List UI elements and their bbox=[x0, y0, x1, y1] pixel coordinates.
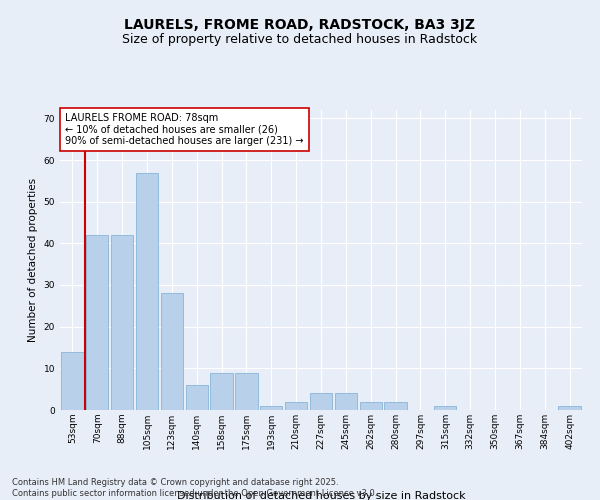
Bar bbox=[111, 235, 133, 410]
X-axis label: Distribution of detached houses by size in Radstock: Distribution of detached houses by size … bbox=[176, 491, 466, 500]
Bar bbox=[136, 172, 158, 410]
Bar bbox=[161, 294, 183, 410]
Bar bbox=[260, 406, 283, 410]
Bar bbox=[285, 402, 307, 410]
Bar bbox=[211, 372, 233, 410]
Bar bbox=[86, 235, 109, 410]
Bar bbox=[310, 394, 332, 410]
Bar bbox=[559, 406, 581, 410]
Text: Size of property relative to detached houses in Radstock: Size of property relative to detached ho… bbox=[122, 32, 478, 46]
Text: LAURELS FROME ROAD: 78sqm
← 10% of detached houses are smaller (26)
90% of semi-: LAURELS FROME ROAD: 78sqm ← 10% of detac… bbox=[65, 113, 304, 146]
Bar bbox=[235, 372, 257, 410]
Bar bbox=[61, 352, 83, 410]
Y-axis label: Number of detached properties: Number of detached properties bbox=[28, 178, 38, 342]
Bar bbox=[385, 402, 407, 410]
Text: LAURELS, FROME ROAD, RADSTOCK, BA3 3JZ: LAURELS, FROME ROAD, RADSTOCK, BA3 3JZ bbox=[125, 18, 476, 32]
Bar bbox=[185, 385, 208, 410]
Bar bbox=[359, 402, 382, 410]
Bar bbox=[434, 406, 457, 410]
Bar bbox=[335, 394, 357, 410]
Text: Contains HM Land Registry data © Crown copyright and database right 2025.
Contai: Contains HM Land Registry data © Crown c… bbox=[12, 478, 377, 498]
